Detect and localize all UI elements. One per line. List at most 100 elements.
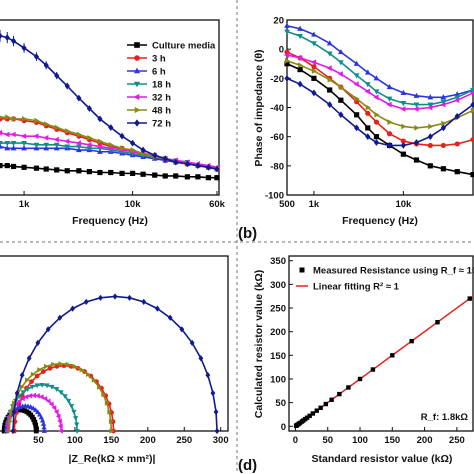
panel-c-data-point: [38, 394, 44, 400]
panel-a-legend-label: 32 h: [152, 93, 171, 104]
panel-b-data-point: [327, 101, 333, 108]
panel-c-data-point: [2, 422, 8, 428]
panel-c-data-point: [85, 371, 91, 378]
panel-a-data-point: [195, 174, 201, 180]
panel-d-frame: [288, 255, 474, 432]
panel-b-data-point: [428, 123, 434, 130]
panel-b-data-point: [470, 136, 474, 143]
panel-a-data-point: [184, 160, 190, 168]
panel-a-data-point: [119, 145, 126, 152]
panel-b-data-point: [400, 138, 406, 144]
panel-c-data-point: [30, 371, 36, 378]
panel-c-data-point: [62, 394, 68, 400]
panel-d-y-axis-label: Calculated resistor value (kΩ): [253, 270, 265, 418]
panel-c-data-point: [1, 428, 7, 434]
panel-a-data-point: [21, 141, 27, 147]
panel-b-data-point: [414, 125, 420, 131]
panel-b-series-32-h: [283, 52, 474, 112]
panel-a-data-point: [34, 117, 40, 124]
panel-a-frame: [0, 19, 220, 196]
panel-c-data-point: [198, 355, 204, 362]
panel-a-data-point: [129, 139, 136, 147]
panel-b-data-point: [454, 95, 461, 101]
panel-b-data-point: [338, 111, 344, 119]
panel-a-data-point: [184, 174, 190, 180]
panel-c-x-tick-label: 250: [176, 435, 192, 446]
panel-b-data-point: [413, 92, 420, 98]
panel-a-data-point: [76, 144, 82, 150]
panel-a-x-tick-label: 10k: [125, 199, 142, 210]
panel-c-data-point: [39, 382, 45, 388]
panel-b-data-point: [401, 123, 407, 130]
panel-a-legend-entry: 3 h: [127, 54, 166, 65]
panel-b-series-line: [286, 77, 474, 147]
panel-c-data-point: [189, 339, 195, 347]
panel-b-data-point: [284, 57, 291, 64]
panel-c-data-point: [40, 369, 46, 374]
panel-d-legend-label: Linear fitting R² ≈ 1: [313, 282, 400, 293]
panel-a-data-point: [108, 141, 114, 148]
panel-b-data-point: [365, 133, 371, 141]
panel-d-data-point: [307, 413, 312, 419]
panel-b-data-point: [311, 31, 317, 37]
panel-c-data-point: [10, 427, 16, 435]
panel-b-data-point: [365, 104, 371, 111]
panel-b-data-point: [470, 101, 474, 108]
panel-a-data-point: [108, 124, 114, 131]
panel-a-legend-marker: [134, 55, 140, 61]
panel-b-data-point: [440, 99, 447, 105]
panel-b-x-tick-label: 1k: [309, 199, 320, 210]
panel-a-data-point: [86, 105, 92, 112]
panel-c-data-point: [53, 409, 59, 415]
panel-c-data-point: [34, 373, 40, 379]
panel-b-y-tick-label: -80: [270, 161, 284, 172]
panel-c-data-point: [45, 398, 51, 404]
panel-a-legend-entry: 32 h: [127, 93, 171, 104]
panel-c-data-point: [141, 298, 147, 306]
panel-a-data-point: [5, 114, 11, 121]
panel-d-legend-entry: Measured Resistance using R_f ≈ 10k: [299, 266, 474, 277]
panel-d-data-point: [304, 415, 310, 420]
panel-c-series: [1, 293, 220, 435]
panel-c-data-point: [213, 408, 219, 415]
panel-a-data-point: [10, 145, 17, 151]
panel-b-data-point: [427, 142, 433, 149]
panel-b-y-tick-label: 20: [273, 16, 284, 27]
panel-c-data-point: [35, 339, 41, 347]
panel-c-data-point: [32, 407, 39, 412]
panel-a-data-point: [20, 133, 27, 140]
panel-b-data-point: [387, 119, 393, 125]
panel-a-data-point: [86, 146, 93, 152]
panel-b-data-point: [470, 107, 474, 114]
panel-b-data-point: [400, 142, 406, 149]
panel-b-data-point: [386, 101, 392, 108]
panel-d-series: [293, 295, 474, 428]
panel-a-data-point: [195, 162, 201, 169]
panel-c-data-point: [42, 396, 48, 402]
panel-b-y-tick-label: 0: [279, 45, 284, 56]
panel-c-data-point: [44, 383, 50, 389]
panel-b-y-tick-label: -100: [265, 191, 284, 202]
panel-a: 1k 10k 60k Culture media 3 h 6 h 18 h 32 h 48 h…: [0, 19, 226, 227]
panel-a-x-ticks: 1k 10k 60k: [19, 191, 226, 210]
panel-c-data-point: [127, 294, 132, 301]
panel-d-x-tick-label: 150: [384, 435, 400, 446]
panel-b-label: (b): [238, 225, 257, 242]
panel-a-data-point: [107, 145, 113, 152]
panel-b-data-point: [337, 71, 343, 77]
panel-c-data-point: [29, 384, 35, 390]
panel-b-series-48-h: [284, 57, 474, 131]
panel-c-x-axis-label: |Z_Re(kΩ × mm²)|: [69, 453, 156, 465]
panel-b-x-axis-label: Frequency (Hz): [342, 215, 418, 227]
panel-a-data-point: [152, 151, 158, 159]
panel-c-data-point: [20, 390, 26, 396]
panel-b-data-point: [284, 61, 290, 67]
panel-a-legend-label: 6 h: [152, 67, 166, 78]
panel-b-data-point: [311, 89, 317, 97]
panel-b-data-point: [353, 60, 360, 66]
panel-c-data-point: [57, 418, 62, 424]
panel-b-data-point: [441, 120, 447, 127]
panel-a-data-point: [119, 170, 125, 176]
panel-a-data-point: [86, 169, 92, 175]
panel-a-data-point: [214, 175, 220, 181]
